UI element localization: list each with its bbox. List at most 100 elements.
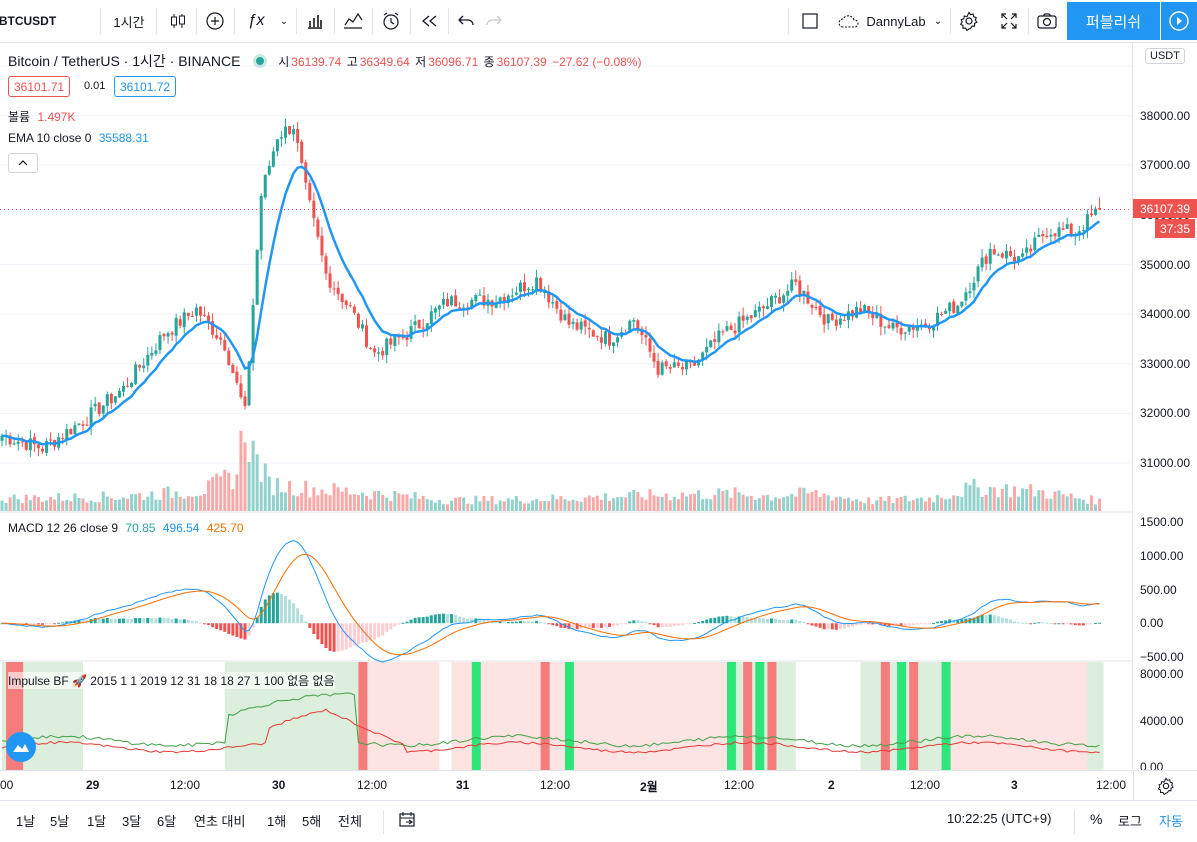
camera-icon[interactable] (1030, 0, 1064, 42)
volume-bar (474, 495, 478, 511)
volume-bar (328, 495, 332, 511)
sell-price-box[interactable]: 36101.71 (8, 76, 71, 97)
candle-body (567, 313, 571, 325)
play-icon[interactable] (1161, 2, 1197, 40)
candle-body (749, 315, 753, 319)
price-scale[interactable]: USDT (1132, 43, 1197, 770)
volume-bar (1069, 493, 1073, 511)
clock-timezone[interactable]: 10:22:25 (UTC+9) (947, 811, 1052, 826)
candle-body (1049, 234, 1053, 237)
macd-histogram-bar (676, 623, 680, 626)
candle-body (190, 316, 194, 318)
macd-histogram-bar (478, 618, 482, 624)
price-tick-label: 37000.00 (1140, 158, 1191, 173)
candle-body (142, 365, 146, 369)
log-scale-button[interactable]: 로그 (1118, 814, 1142, 829)
macd-histogram-bar (798, 621, 802, 624)
volume-bar (826, 495, 830, 511)
candle-body (571, 321, 575, 324)
volume-bar (101, 491, 105, 511)
publish-button[interactable]: 퍼블리쉬 (1067, 2, 1160, 40)
macd-histogram-bar (409, 619, 413, 624)
volume-bar (753, 499, 757, 511)
candle-body (543, 292, 547, 294)
settings-gear-icon[interactable] (952, 0, 986, 42)
macd-histogram-bar (101, 618, 105, 624)
volume-bar (454, 497, 458, 511)
candle-body (842, 319, 846, 321)
volume-bar (960, 496, 964, 511)
volume-bar (284, 492, 287, 511)
candle-body (903, 332, 907, 334)
macd-histogram-bar (693, 622, 697, 624)
axis-settings-gear-icon[interactable] (1133, 770, 1197, 800)
candle-style-icon[interactable] (160, 0, 196, 42)
macd-histogram-bar (697, 622, 701, 624)
alert-clock-icon[interactable] (374, 0, 408, 42)
tradingview-logo-icon[interactable] (6, 732, 36, 762)
range-1d-button[interactable]: 1날 (16, 814, 36, 829)
currency-badge[interactable]: USDT (1145, 48, 1185, 64)
macd-histogram-bar (494, 621, 498, 624)
range-ytd-button[interactable]: 연초 대비 (194, 814, 246, 829)
range-1y-button[interactable]: 1해 (267, 814, 287, 829)
time-axis[interactable] (0, 770, 1132, 800)
macd-histogram-bar (166, 618, 170, 624)
chart-area[interactable] (0, 43, 1132, 770)
macd-histogram-bar (668, 623, 672, 628)
time-tick-label: 12:00 (910, 778, 941, 792)
range-5d-button[interactable]: 5날 (50, 814, 70, 829)
range-3m-button[interactable]: 3달 (122, 814, 142, 829)
macd-histogram-bar (709, 618, 713, 624)
time-tick-label: 12:00 (540, 778, 571, 792)
undo-icon[interactable] (452, 0, 480, 42)
macd-histogram-bar (608, 623, 611, 627)
volume-bar (672, 496, 676, 511)
range-6m-button[interactable]: 6달 (157, 814, 177, 829)
volume-bar (1065, 496, 1069, 511)
buy-price-box[interactable]: 36101.72 (114, 76, 177, 97)
auto-scale-button[interactable]: 자동 (1159, 814, 1183, 829)
volume-bar (490, 495, 494, 511)
price-chart[interactable] (0, 43, 1132, 770)
range-all-button[interactable]: 전체 (338, 814, 362, 829)
candle-body (393, 335, 397, 346)
percent-scale-button[interactable]: % (1090, 811, 1103, 827)
impulse-tick-label: 4000.00 (1140, 713, 1184, 728)
volume-bar (506, 498, 510, 511)
candle-body (867, 306, 871, 313)
candle-body (1094, 208, 1097, 215)
candle-body (879, 313, 883, 327)
layout-icon[interactable] (796, 0, 824, 42)
volume-bar (470, 504, 474, 511)
redo-icon[interactable] (480, 0, 508, 42)
volume-bar (247, 461, 251, 511)
macd-histogram-bar (936, 621, 940, 624)
indicators-icon[interactable]: ƒx (247, 12, 265, 29)
replay-icon[interactable] (412, 0, 446, 42)
collapse-legend-button[interactable] (8, 153, 38, 173)
layout-name[interactable]: DannyLab (866, 13, 926, 29)
macd-histogram-bar (620, 623, 624, 625)
symbol-search-button[interactable]: BTCUSDT (0, 14, 57, 28)
candle-body (239, 383, 243, 398)
macd-histogram-bar (77, 620, 81, 624)
chevron-down-icon[interactable]: ⌄ (933, 15, 943, 27)
range-1m-button[interactable]: 1달 (87, 814, 107, 829)
candle-body (178, 319, 182, 326)
goto-date-calendar-icon[interactable] (398, 811, 416, 834)
financials-icon[interactable] (298, 0, 332, 42)
candle-body (429, 311, 433, 324)
candle-body (790, 279, 794, 291)
macd-histogram-bar (146, 617, 150, 624)
compare-add-icon[interactable] (198, 0, 232, 42)
macd-histogram-bar (466, 618, 470, 624)
chevron-down-icon[interactable]: ⌄ (279, 15, 289, 27)
range-5y-button[interactable]: 5해 (302, 814, 322, 829)
fullscreen-icon[interactable] (992, 0, 1026, 42)
volume-bar (624, 497, 628, 511)
macd-histogram-bar (429, 615, 433, 624)
templates-icon[interactable] (336, 0, 370, 42)
interval-button[interactable]: 1시간 (113, 14, 145, 30)
macd-histogram-bar (401, 622, 405, 624)
